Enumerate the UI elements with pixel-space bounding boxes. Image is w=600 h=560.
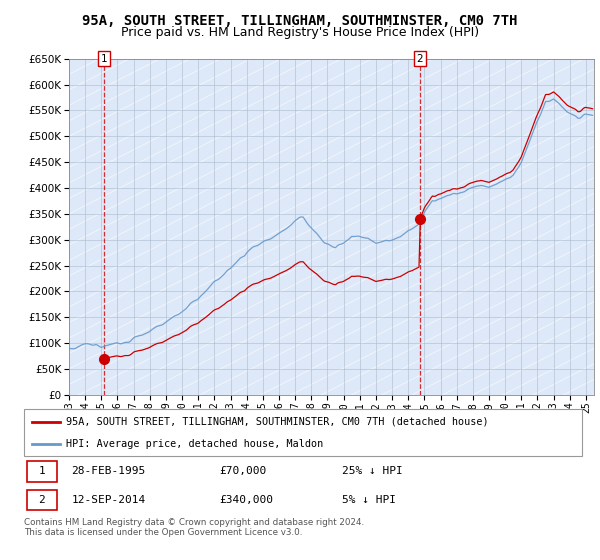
Text: 12-SEP-2014: 12-SEP-2014 — [71, 495, 146, 505]
Text: 95A, SOUTH STREET, TILLINGHAM, SOUTHMINSTER, CM0 7TH: 95A, SOUTH STREET, TILLINGHAM, SOUTHMINS… — [82, 14, 518, 28]
Text: Price paid vs. HM Land Registry's House Price Index (HPI): Price paid vs. HM Land Registry's House … — [121, 26, 479, 39]
Text: 1: 1 — [101, 54, 107, 64]
Text: £340,000: £340,000 — [220, 495, 273, 505]
Bar — [27, 461, 58, 482]
Text: HPI: Average price, detached house, Maldon: HPI: Average price, detached house, Mald… — [66, 438, 323, 449]
Bar — [27, 490, 58, 510]
Text: 2: 2 — [38, 495, 45, 505]
Text: Contains HM Land Registry data © Crown copyright and database right 2024.
This d: Contains HM Land Registry data © Crown c… — [24, 518, 364, 538]
Text: 5% ↓ HPI: 5% ↓ HPI — [342, 495, 396, 505]
Text: 25% ↓ HPI: 25% ↓ HPI — [342, 466, 403, 477]
Text: 2: 2 — [416, 54, 423, 64]
Text: £70,000: £70,000 — [220, 466, 266, 477]
Text: 28-FEB-1995: 28-FEB-1995 — [71, 466, 146, 477]
Text: 1: 1 — [38, 466, 45, 477]
Text: 95A, SOUTH STREET, TILLINGHAM, SOUTHMINSTER, CM0 7TH (detached house): 95A, SOUTH STREET, TILLINGHAM, SOUTHMINS… — [66, 417, 488, 427]
